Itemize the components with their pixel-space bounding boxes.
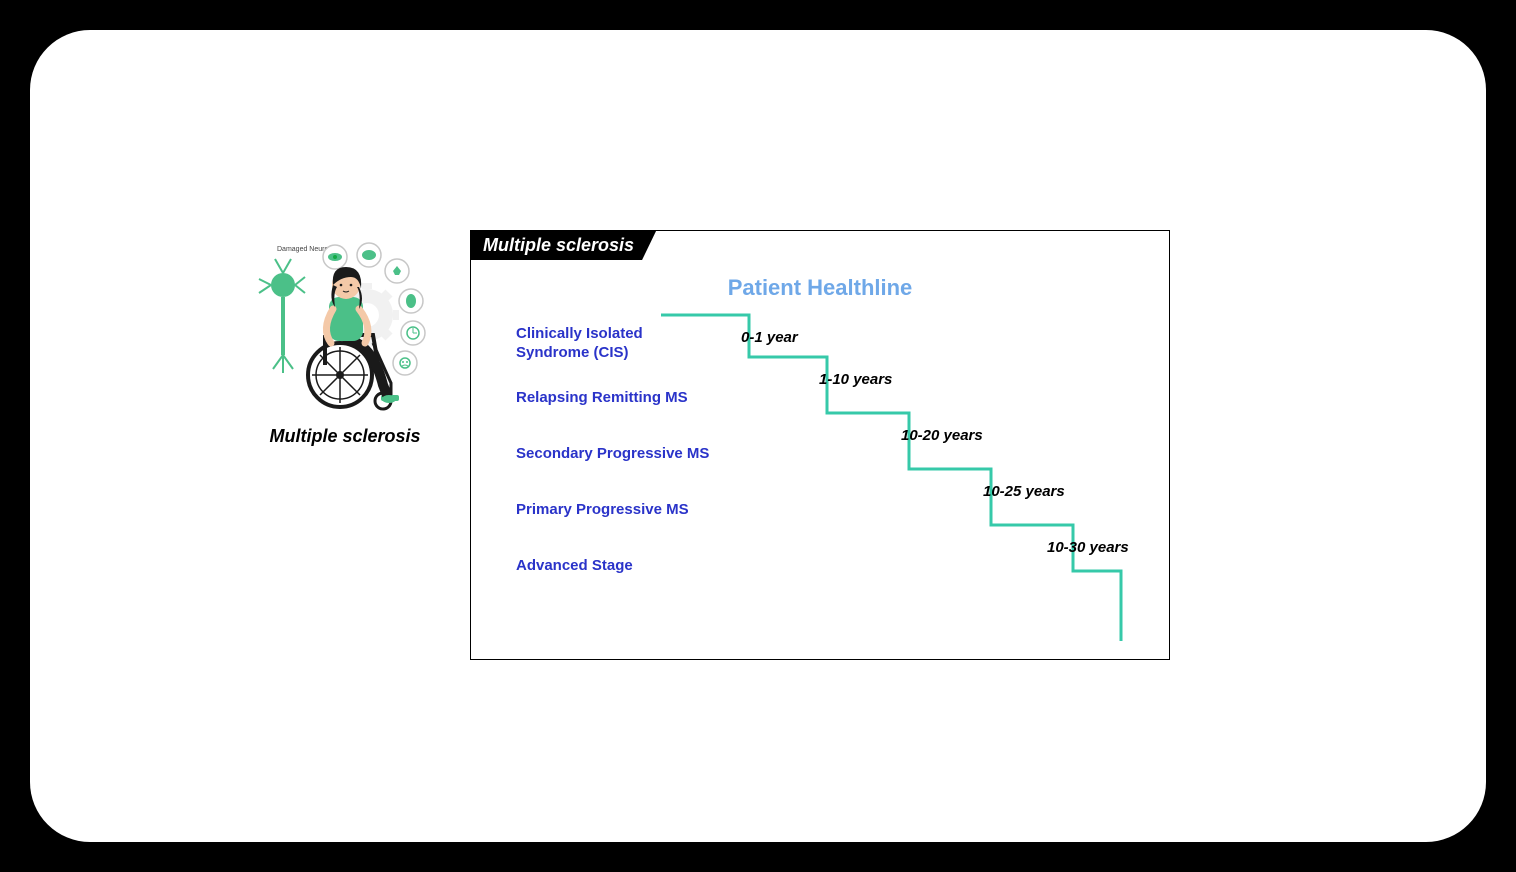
illustration-caption: Multiple sclerosis	[255, 426, 435, 447]
neuron-icon	[259, 259, 305, 373]
time-label-0: 0-1 year	[741, 329, 798, 346]
healthline-panel: Multiple sclerosis Patient Healthline Cl…	[470, 230, 1170, 660]
stage-label-3: Primary Progressive MS	[516, 501, 756, 520]
illustration-block: Damaged Neuron	[255, 235, 435, 447]
stage-label-2: Secondary Progressive MS	[516, 445, 756, 464]
time-label-3: 10-25 years	[983, 483, 1065, 500]
time-label-1: 1-10 years	[819, 371, 892, 388]
wheelchair-illustration: Damaged Neuron	[255, 235, 435, 415]
time-label-2: 10-20 years	[901, 427, 983, 444]
stage-label-0: Clinically Isolated Syndrome (CIS)	[516, 325, 676, 363]
stage-label-4: Advanced Stage	[516, 557, 716, 576]
canvas: Damaged Neuron	[30, 30, 1486, 842]
stage-label-1: Relapsing Remitting MS	[516, 389, 736, 408]
time-label-4: 10-30 years	[1047, 539, 1129, 556]
